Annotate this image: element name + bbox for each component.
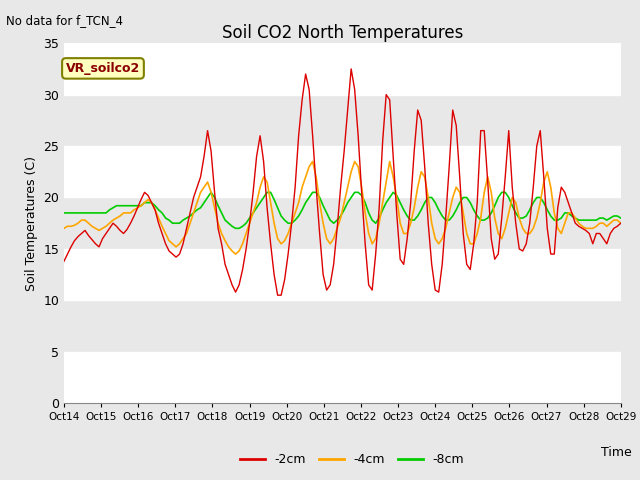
Legend: -2cm, -4cm, -8cm: -2cm, -4cm, -8cm xyxy=(235,448,469,471)
Title: Soil CO2 North Temperatures: Soil CO2 North Temperatures xyxy=(221,24,463,42)
Bar xyxy=(64,146,621,197)
Text: No data for f_TCN_4: No data for f_TCN_4 xyxy=(6,14,124,27)
Bar xyxy=(64,352,621,403)
Text: VR_soilco2: VR_soilco2 xyxy=(66,62,140,75)
Bar xyxy=(64,249,621,300)
X-axis label: Time: Time xyxy=(601,446,632,459)
Y-axis label: Soil Temperatures (C): Soil Temperatures (C) xyxy=(25,156,38,291)
Bar xyxy=(64,43,621,95)
